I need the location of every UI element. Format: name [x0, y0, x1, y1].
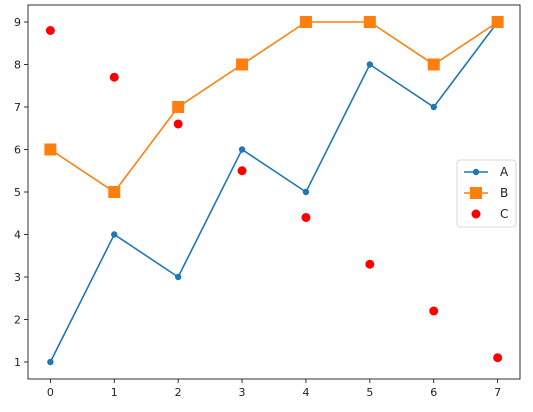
- x-tick-label: 1: [111, 386, 118, 399]
- data-point: [493, 353, 503, 363]
- y-tick-label: 1: [14, 356, 21, 369]
- data-point: [111, 231, 118, 238]
- plot-frame: [27, 4, 521, 380]
- x-tick-label: 3: [239, 386, 246, 399]
- data-point: [427, 58, 440, 71]
- data-point: [236, 58, 249, 71]
- y-axis: 1 2 3 4 5 6 7 8 9: [14, 16, 28, 369]
- y-tick-label: 5: [14, 186, 21, 199]
- x-tick-label: 0: [47, 386, 54, 399]
- data-point: [47, 358, 54, 366]
- x-tick-label: 4: [302, 386, 309, 399]
- series-b: [44, 16, 504, 198]
- data-point: [174, 273, 182, 281]
- data-point: [366, 61, 374, 68]
- series-c: [45, 26, 503, 363]
- x-tick-label: 5: [366, 386, 373, 399]
- x-tick-label: 7: [494, 386, 501, 399]
- data-point: [108, 186, 121, 198]
- data-point: [301, 213, 311, 222]
- y-tick-label: 2: [14, 314, 21, 327]
- data-point: [302, 188, 310, 196]
- legend-marker: [470, 187, 482, 199]
- data-point: [430, 103, 437, 111]
- x-axis: 0 1 2 3 4 5 6 7: [47, 379, 501, 399]
- data-point: [365, 259, 375, 269]
- legend-marker: [472, 168, 480, 176]
- y-tick-label: 9: [14, 16, 21, 29]
- y-tick-label: 4: [14, 229, 21, 242]
- legend-label: B: [500, 186, 508, 200]
- x-tick-label: 6: [430, 386, 437, 399]
- y-tick-label: 7: [14, 101, 21, 114]
- y-tick-label: 3: [14, 271, 21, 284]
- y-tick-label: 6: [14, 144, 21, 157]
- x-tick-label: 2: [175, 386, 182, 399]
- data-point: [491, 16, 504, 28]
- legend-label: A: [500, 165, 509, 179]
- data-point: [172, 101, 185, 113]
- y-tick-label: 8: [14, 59, 21, 72]
- series-b-line: [49, 21, 499, 194]
- legend-marker: [471, 209, 481, 219]
- data-point: [429, 306, 439, 316]
- data-point: [44, 143, 57, 156]
- data-point: [109, 72, 119, 82]
- data-point: [173, 119, 183, 129]
- data-point: [237, 166, 247, 176]
- data-point: [363, 16, 376, 28]
- plot-marks: [44, 16, 504, 366]
- legend-label: C: [500, 207, 508, 221]
- legend: ABC: [456, 159, 517, 228]
- data-point: [238, 146, 246, 153]
- data-point: [299, 16, 312, 28]
- series-a-line: [49, 21, 499, 363]
- data-point: [45, 26, 55, 35]
